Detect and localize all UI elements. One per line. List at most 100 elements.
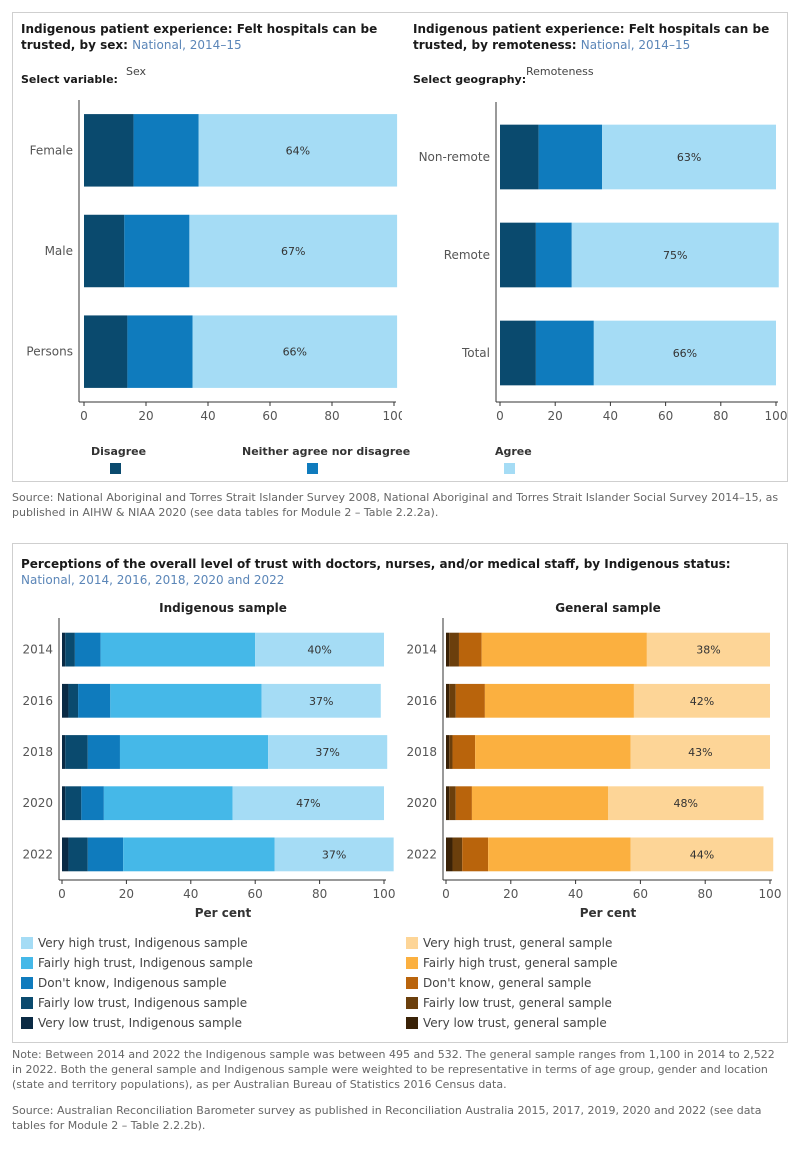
- bar-2016-very-low-trust-general-sample[interactable]: [446, 683, 450, 718]
- bar-2018-very-low-trust-general-sample[interactable]: [446, 735, 450, 769]
- bar-2020-fairly-low-trust-general-sample[interactable]: [449, 786, 456, 821]
- category-label-2020: 2020: [22, 796, 53, 810]
- bar-2020-very-low-trust-indigenous-sample[interactable]: [62, 786, 66, 821]
- bar-male-agree[interactable]: [189, 214, 398, 288]
- legend-swatch-agree[interactable]: [504, 463, 515, 474]
- bar-2016-fairly-high-trust-general-sample[interactable]: [484, 683, 634, 718]
- bar-2014-very-low-trust-general-sample[interactable]: [446, 632, 450, 667]
- bar-female-disagree[interactable]: [84, 114, 134, 187]
- bar-male-disagree[interactable]: [84, 214, 125, 288]
- legend-item-fairly-high-trust-general-sample[interactable]: Fairly high trust, general sample: [406, 956, 618, 970]
- bar-persons-neither-agree-nor-disagree[interactable]: [127, 315, 193, 388]
- legend-item-very-high-trust-general-sample[interactable]: Very high trust, general sample: [406, 936, 612, 950]
- x-axis-title: Per cent: [195, 906, 252, 920]
- legend-swatch: [21, 957, 33, 969]
- bar-2016-fairly-low-trust-general-sample[interactable]: [449, 683, 456, 718]
- bar-2018-don-t-know-general-sample[interactable]: [452, 735, 476, 769]
- data-label-2020: 47%: [296, 797, 320, 810]
- bar-2022-fairly-high-trust-indigenous-sample[interactable]: [123, 837, 275, 872]
- bar-2018-very-low-trust-indigenous-sample[interactable]: [62, 735, 66, 769]
- category-label-total: Total: [461, 346, 490, 360]
- bar-2014-very-high-trust-indigenous-sample[interactable]: [255, 632, 384, 667]
- bar-remote-disagree[interactable]: [500, 222, 536, 288]
- bar-2022-fairly-low-trust-indigenous-sample[interactable]: [68, 837, 88, 872]
- bar-2022-fairly-low-trust-general-sample[interactable]: [452, 837, 463, 872]
- legend-swatch-neither-agree-nor-disagree[interactable]: [307, 463, 318, 474]
- bar-2016-don-t-know-general-sample[interactable]: [455, 683, 485, 718]
- bar-total-disagree[interactable]: [500, 320, 536, 386]
- bar-2022-don-t-know-general-sample[interactable]: [462, 837, 489, 872]
- bar-2022-very-high-trust-indigenous-sample[interactable]: [274, 837, 394, 872]
- bar-2014-don-t-know-indigenous-sample[interactable]: [74, 632, 101, 667]
- bar-2022-fairly-high-trust-general-sample[interactable]: [488, 837, 631, 872]
- bar-2014-fairly-low-trust-indigenous-sample[interactable]: [65, 632, 75, 667]
- x-tick-label-100: 100: [765, 409, 788, 423]
- legend-swatch: [21, 977, 33, 989]
- legend-item-fairly-low-trust-indigenous-sample[interactable]: Fairly low trust, Indigenous sample: [21, 996, 247, 1010]
- bar-remote-agree[interactable]: [571, 222, 779, 288]
- bar-persons-disagree[interactable]: [84, 315, 128, 388]
- bar-non-remote-disagree[interactable]: [500, 124, 539, 190]
- bar-2020-fairly-high-trust-indigenous-sample[interactable]: [103, 786, 233, 821]
- bar-female-neither-agree-nor-disagree[interactable]: [133, 114, 199, 187]
- bar-2016-don-t-know-indigenous-sample[interactable]: [78, 683, 111, 718]
- bar-non-remote-neither-agree-nor-disagree[interactable]: [538, 124, 603, 190]
- bar-2018-fairly-low-trust-general-sample[interactable]: [449, 735, 453, 769]
- legend-item-very-high-trust-indigenous-sample[interactable]: Very high trust, Indigenous sample: [21, 936, 248, 950]
- bar-2022-very-low-trust-indigenous-sample[interactable]: [62, 837, 69, 872]
- select-variable-dropdown[interactable]: Sex: [126, 65, 147, 78]
- legend-item-very-low-trust-indigenous-sample[interactable]: Very low trust, Indigenous sample: [21, 1016, 242, 1030]
- bar-2018-fairly-high-trust-indigenous-sample[interactable]: [119, 735, 269, 769]
- bar-female-agree[interactable]: [198, 114, 398, 187]
- bar-2020-fairly-high-trust-general-sample[interactable]: [471, 786, 608, 821]
- legend-item-fairly-high-trust-indigenous-sample[interactable]: Fairly high trust, Indigenous sample: [21, 956, 253, 970]
- bar-2018-very-high-trust-indigenous-sample[interactable]: [268, 735, 388, 769]
- legend-item-don-t-know-indigenous-sample[interactable]: Don't know, Indigenous sample: [21, 976, 227, 990]
- legend-item-don-t-know-general-sample[interactable]: Don't know, general sample: [406, 976, 591, 990]
- legend-swatch-disagree[interactable]: [110, 463, 121, 474]
- bar-2014-fairly-high-trust-indigenous-sample[interactable]: [100, 632, 256, 667]
- bar-2020-very-low-trust-general-sample[interactable]: [446, 786, 450, 821]
- bar-2018-fairly-high-trust-general-sample[interactable]: [475, 735, 631, 769]
- bar-total-agree[interactable]: [593, 320, 776, 386]
- legend-label: Don't know, Indigenous sample: [38, 976, 227, 990]
- bar-total-neither-agree-nor-disagree[interactable]: [535, 320, 594, 386]
- bar-2018-don-t-know-indigenous-sample[interactable]: [87, 735, 120, 769]
- select-variable-label: Select variable:: [21, 73, 118, 86]
- legend-label: Fairly high trust, Indigenous sample: [38, 956, 253, 970]
- bar-remote-neither-agree-nor-disagree[interactable]: [535, 222, 572, 288]
- legend-item-very-low-trust-general-sample[interactable]: Very low trust, general sample: [406, 1016, 607, 1030]
- bar-persons-agree[interactable]: [192, 315, 398, 388]
- bar-2018-fairly-low-trust-indigenous-sample[interactable]: [65, 735, 88, 769]
- bar-2016-very-low-trust-indigenous-sample[interactable]: [62, 683, 69, 718]
- bar-2022-very-high-trust-general-sample[interactable]: [630, 837, 774, 872]
- x-tick-label-20: 20: [548, 409, 563, 423]
- bar-2014-very-low-trust-indigenous-sample[interactable]: [62, 632, 66, 667]
- category-label-2016: 2016: [22, 694, 53, 708]
- bar-2014-fairly-high-trust-general-sample[interactable]: [481, 632, 647, 667]
- category-label-2014: 2014: [22, 643, 53, 657]
- remoteness-chart-subtitle: National, 2014–15: [580, 38, 691, 52]
- bar-2018-very-high-trust-general-sample[interactable]: [630, 735, 770, 769]
- bar-2016-fairly-low-trust-indigenous-sample[interactable]: [68, 683, 79, 718]
- bar-2020-don-t-know-general-sample[interactable]: [455, 786, 472, 821]
- bar-2020-fairly-low-trust-indigenous-sample[interactable]: [65, 786, 82, 821]
- data-label-2022: 44%: [690, 848, 714, 861]
- bar-2022-very-low-trust-general-sample[interactable]: [446, 837, 453, 872]
- bar-2014-don-t-know-general-sample[interactable]: [458, 632, 482, 667]
- bar-2014-very-high-trust-general-sample[interactable]: [646, 632, 770, 667]
- bar-2020-very-high-trust-indigenous-sample[interactable]: [232, 786, 384, 821]
- select-geography-dropdown[interactable]: Remoteness: [526, 65, 594, 78]
- category-label-2020: 2020: [406, 796, 437, 810]
- bar-2020-very-high-trust-general-sample[interactable]: [608, 786, 764, 821]
- bar-2022-don-t-know-indigenous-sample[interactable]: [87, 837, 124, 872]
- bar-2020-don-t-know-indigenous-sample[interactable]: [81, 786, 104, 821]
- bar-2016-very-high-trust-indigenous-sample[interactable]: [261, 683, 381, 718]
- bar-2014-fairly-low-trust-general-sample[interactable]: [449, 632, 459, 667]
- bar-non-remote-agree[interactable]: [602, 124, 776, 190]
- legend-item-fairly-low-trust-general-sample[interactable]: Fairly low trust, general sample: [406, 996, 612, 1010]
- bar-2016-very-high-trust-general-sample[interactable]: [633, 683, 770, 718]
- remoteness-chart: 63% Non-remote 75% Remote 66% Total 0 20 40 60 80 1…: [419, 102, 788, 423]
- bar-male-neither-agree-nor-disagree[interactable]: [124, 214, 190, 288]
- bar-2016-fairly-high-trust-indigenous-sample[interactable]: [110, 683, 262, 718]
